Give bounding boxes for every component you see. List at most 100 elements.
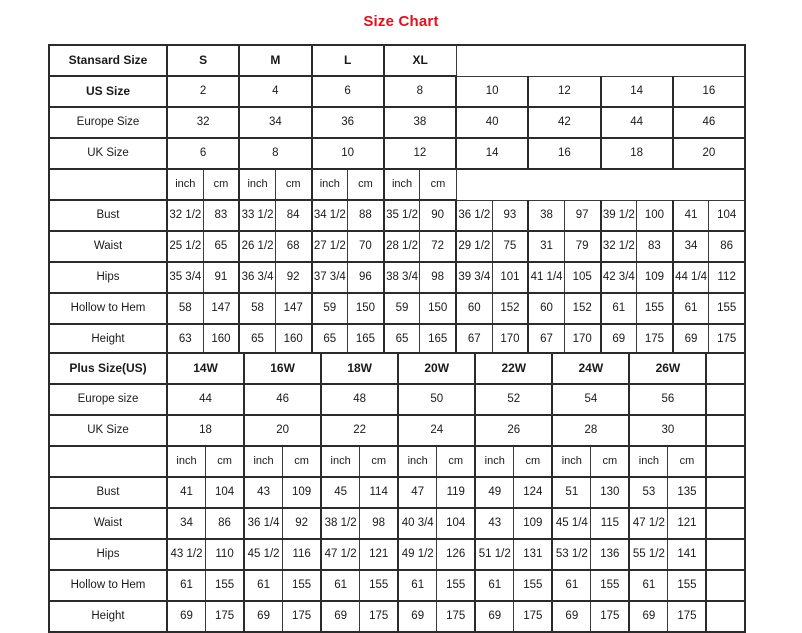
measure-value-cell: 155 [359, 569, 400, 602]
row-label-cell: Hollow to Hem [48, 569, 168, 602]
row-label-cell: Height [48, 323, 168, 356]
header-label-cell: Plus Size(US) [48, 352, 168, 385]
measure-value-cell: 61 [166, 569, 207, 602]
unit-row-label-cell [48, 445, 168, 478]
measure-value-cell: 58 [238, 292, 276, 325]
size-value-cell: 46 [243, 383, 323, 416]
measure-value-cell: 69 [243, 600, 284, 633]
measure-value-cell: 53 1/2 [551, 538, 592, 571]
table-row: Hips 43 1/2 110 45 1/2 116 47 1/2 121 49 1/2 126… [48, 538, 746, 571]
size-value-cell: 52 [474, 383, 554, 416]
measure-value-cell: 141 [667, 538, 707, 571]
measure-value-cell: 86 [205, 507, 246, 540]
measure-value-cell: 27 1/2 [310, 230, 349, 263]
measure-value-cell: 32 1/2 [166, 199, 204, 232]
trailing-empty-cell [705, 414, 746, 447]
unit-header-cell: cm [202, 168, 241, 201]
size-group-header: 26W [628, 352, 707, 385]
measure-value-cell: 69 [166, 600, 207, 633]
measure-value-cell: 152 [491, 292, 530, 325]
measure-value-cell: 44 1/4 [672, 261, 710, 294]
measure-value-cell: 68 [274, 230, 313, 263]
size-value-cell: 6 [310, 75, 385, 108]
measure-value-cell: 155 [436, 569, 477, 602]
table-row: Waist 25 1/2 65 26 1/2 68 27 1/2 70 28 1/2 72 29 … [48, 230, 746, 263]
measure-value-cell: 55 1/2 [628, 538, 669, 571]
measure-value-cell: 58 [166, 292, 204, 325]
size-group-header: L [310, 44, 385, 77]
measure-value-cell: 49 1/2 [397, 538, 438, 571]
measure-value-cell: 45 [320, 476, 361, 509]
page-title: Size Chart [363, 13, 439, 30]
size-value-cell: 26 [474, 414, 554, 447]
measure-value-cell: 34 [166, 507, 207, 540]
measure-value-cell: 65 [202, 230, 241, 263]
measure-value-cell: 92 [274, 261, 313, 294]
size-group-header: 18W [320, 352, 400, 385]
measure-value-cell: 26 1/2 [238, 230, 276, 263]
measure-value-cell: 61 [672, 292, 710, 325]
measure-value-cell: 115 [590, 507, 631, 540]
measure-value-cell: 130 [590, 476, 631, 509]
measure-value-cell: 124 [513, 476, 554, 509]
row-label-cell: Bust [48, 199, 168, 232]
table-row: Bust 41 104 43 109 45 114 47 119 49 124 51 130 53 135 [48, 476, 746, 509]
unit-header-cell: inch [310, 168, 349, 201]
unit-header-cell: inch [320, 445, 361, 478]
unit-header-cell: cm [513, 445, 554, 478]
measure-value-cell: 155 [513, 569, 554, 602]
measure-value-cell: 119 [436, 476, 477, 509]
measure-value-cell: 49 [474, 476, 515, 509]
row-label-cell: UK Size [48, 137, 168, 170]
measure-value-cell: 114 [359, 476, 400, 509]
measure-value-cell: 100 [636, 199, 674, 232]
trailing-empty-cell [705, 476, 746, 509]
measure-value-cell: 86 [708, 230, 746, 263]
measure-value-cell: 155 [667, 569, 707, 602]
size-value-cell: 20 [672, 137, 746, 170]
measure-value-cell: 47 [397, 476, 438, 509]
size-value-cell: 20 [243, 414, 323, 447]
measure-value-cell: 135 [667, 476, 707, 509]
measure-value-cell: 41 1/4 [527, 261, 565, 294]
trailing-empty-cell [705, 352, 746, 385]
measure-value-cell: 61 [628, 569, 669, 602]
measure-value-cell: 51 [551, 476, 592, 509]
table-header-row: Stansard Size S M L XL [48, 44, 745, 77]
size-group-header: 22W [474, 352, 554, 385]
measure-value-cell: 152 [563, 292, 602, 325]
unit-header-cell: cm [205, 445, 246, 478]
measure-value-cell: 96 [347, 261, 385, 294]
measure-value-cell: 67 [455, 323, 493, 356]
size-value-cell: 54 [551, 383, 631, 416]
table-row: Europe size 44 46 48 50 52 54 56 [48, 383, 746, 416]
unit-header-cell: inch [238, 168, 276, 201]
size-value-cell: 16 [527, 137, 602, 170]
unit-header-cell: cm [347, 168, 385, 201]
unit-header-cell: inch [397, 445, 438, 478]
measure-value-cell: 93 [491, 199, 530, 232]
measure-value-cell: 69 [628, 600, 669, 633]
measure-value-cell: 61 [243, 569, 284, 602]
unit-header-cell: inch [383, 168, 421, 201]
measure-value-cell: 69 [551, 600, 592, 633]
measure-value-cell: 109 [282, 476, 323, 509]
unit-header-cell: inch [166, 168, 204, 201]
measure-value-cell: 175 [282, 600, 323, 633]
measure-value-cell: 34 1/2 [310, 199, 349, 232]
table-row: Hollow to Hem 58 147 58 147 59 150 59 150 60 152 60… [48, 292, 746, 325]
measure-value-cell: 147 [274, 292, 313, 325]
measure-value-cell: 32 1/2 [599, 230, 638, 263]
measure-value-cell: 63 [166, 323, 204, 356]
measure-value-cell: 69 [599, 323, 638, 356]
measure-value-cell: 35 3/4 [166, 261, 204, 294]
size-value-cell: 46 [672, 106, 746, 139]
row-label-cell: Hips [48, 538, 168, 571]
measure-value-cell: 45 1/2 [243, 538, 284, 571]
trailing-empty-cell [705, 600, 746, 633]
trailing-empty-cell [705, 507, 746, 540]
size-value-cell: 2 [166, 75, 241, 108]
unit-header-cell: inch [474, 445, 515, 478]
unit-header-cell: cm [590, 445, 631, 478]
measure-value-cell: 175 [205, 600, 246, 633]
